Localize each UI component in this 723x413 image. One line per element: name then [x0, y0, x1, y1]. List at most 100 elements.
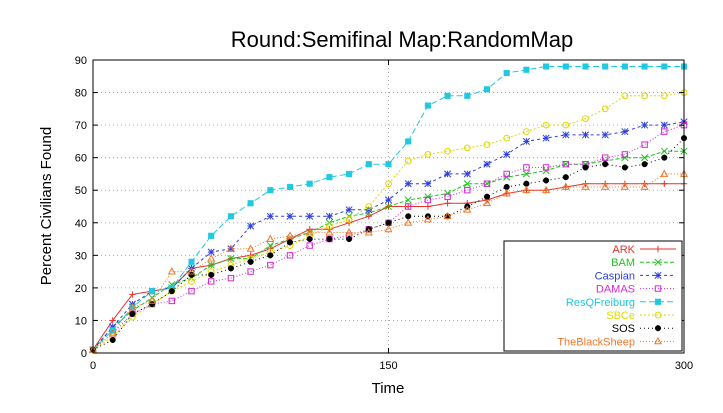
data-point-damas	[227, 274, 235, 282]
legend-item-resqfreiburg: ResQFreiburg	[566, 297, 676, 309]
data-point-theblacksheep	[463, 205, 472, 213]
data-point-damas	[208, 278, 215, 285]
legend-marker	[653, 336, 663, 345]
data-point-resqfreiburg	[543, 63, 550, 70]
data-point-bam	[384, 202, 393, 211]
data-point-theblacksheep	[482, 198, 492, 207]
data-point-caspian-stroke	[266, 212, 274, 220]
data-point-bam-stroke	[562, 160, 570, 168]
data-point-caspian	[345, 206, 353, 214]
data-point-resqfreiburg	[661, 63, 668, 70]
data-point-caspian-stroke	[444, 170, 452, 178]
data-point-caspian-stroke	[483, 160, 491, 168]
data-point-caspian	[641, 121, 649, 129]
data-point-sos	[621, 164, 628, 171]
data-point-caspian	[325, 212, 333, 220]
data-point-theblacksheep	[561, 182, 570, 190]
data-point-sbce	[542, 121, 550, 129]
legend-label: SBCe	[606, 310, 635, 322]
data-point-damas	[483, 180, 491, 187]
data-point-resqfreiburg	[306, 180, 313, 187]
data-point-damas	[542, 164, 550, 171]
data-point-caspian	[266, 212, 274, 220]
data-point-resqfreiburg	[582, 63, 589, 70]
data-point-resqfreiburg	[227, 213, 234, 220]
data-point-sbce	[365, 203, 373, 210]
data-point-damas	[267, 261, 274, 269]
data-point-bam	[227, 255, 235, 263]
data-point-caspian-stroke	[404, 180, 412, 188]
y-tick-label: 30	[75, 250, 87, 262]
data-point-sbce	[444, 147, 452, 155]
data-point-sbce	[621, 92, 629, 100]
data-point-damas	[523, 164, 530, 171]
data-point-resqfreiburg	[346, 170, 353, 177]
data-point-caspian	[601, 131, 609, 139]
legend-item-sos: SOS	[612, 323, 676, 335]
data-point-caspian-stroke	[660, 121, 668, 129]
data-point-caspian-stroke	[306, 212, 314, 220]
data-point-caspian	[621, 128, 629, 136]
legend-label: SOS	[612, 323, 635, 335]
data-point-theblacksheep	[660, 169, 669, 177]
legend-item-bam: BAM	[611, 257, 676, 269]
legend-item-sbce: SBCe	[606, 310, 676, 322]
legend-item-ark: ARK	[612, 244, 676, 256]
legend-marker	[654, 258, 662, 266]
data-point-ark	[109, 317, 116, 324]
data-point-caspian	[247, 222, 255, 230]
series-line-sbce	[92, 92, 685, 351]
data-point-sbce	[463, 144, 471, 152]
data-point-ark	[444, 200, 451, 207]
data-point-sos	[582, 164, 589, 171]
data-point-damas	[306, 242, 313, 249]
data-point-theblacksheep	[620, 182, 629, 190]
data-point-damas	[602, 154, 609, 161]
data-point-bam-stroke	[207, 261, 215, 269]
data-point-resqfreiburg	[188, 258, 195, 265]
data-point-damas	[168, 297, 176, 305]
data-point-sos	[267, 252, 274, 259]
data-point-damas	[464, 187, 471, 194]
series-line-damas	[92, 124, 685, 351]
legend-item-caspian: Caspian	[595, 270, 676, 282]
data-point-caspian	[444, 170, 452, 178]
legend-marker	[654, 285, 662, 292]
data-point-caspian-stroke	[522, 137, 530, 145]
x-axis-title: Time	[372, 380, 405, 397]
data-point-sbce	[503, 134, 511, 142]
data-point-sbce	[404, 157, 412, 165]
data-point-caspian	[562, 131, 570, 139]
data-point-caspian-stroke	[601, 131, 609, 139]
data-point-damas	[562, 160, 569, 168]
data-point-bam-stroke	[266, 242, 274, 250]
y-tick-label: 10	[75, 315, 87, 327]
data-point-caspian-stroke	[463, 170, 471, 178]
data-point-sbce	[601, 105, 609, 113]
data-point-sbce	[385, 180, 392, 188]
data-point-sbce	[582, 115, 589, 122]
data-point-damas	[247, 268, 254, 275]
data-point-bam-stroke	[227, 255, 235, 263]
legend-marker	[654, 245, 662, 253]
data-point-caspian	[306, 212, 314, 220]
data-point-sbce	[562, 121, 570, 129]
data-point-resqfreiburg	[503, 69, 510, 77]
data-point-sos	[149, 301, 156, 308]
data-point-caspian-stroke	[345, 206, 353, 214]
legend-label: BAM	[611, 257, 635, 269]
data-point-ark	[365, 213, 372, 220]
data-point-resqfreiburg	[444, 92, 451, 99]
data-point-caspian-stroke	[286, 212, 294, 220]
data-point-sos	[306, 236, 313, 243]
data-point-sos	[208, 271, 215, 278]
chart-title: Round:Semifinal Map:RandomMap	[231, 27, 573, 52]
y-tick-label: 0	[81, 348, 87, 360]
data-point-bam	[424, 193, 432, 201]
data-point-caspian	[581, 131, 590, 139]
data-point-caspian-stroke	[503, 150, 511, 158]
data-point-sbce	[660, 92, 668, 100]
data-point-sos	[503, 183, 510, 191]
data-point-theblacksheep	[108, 329, 117, 337]
